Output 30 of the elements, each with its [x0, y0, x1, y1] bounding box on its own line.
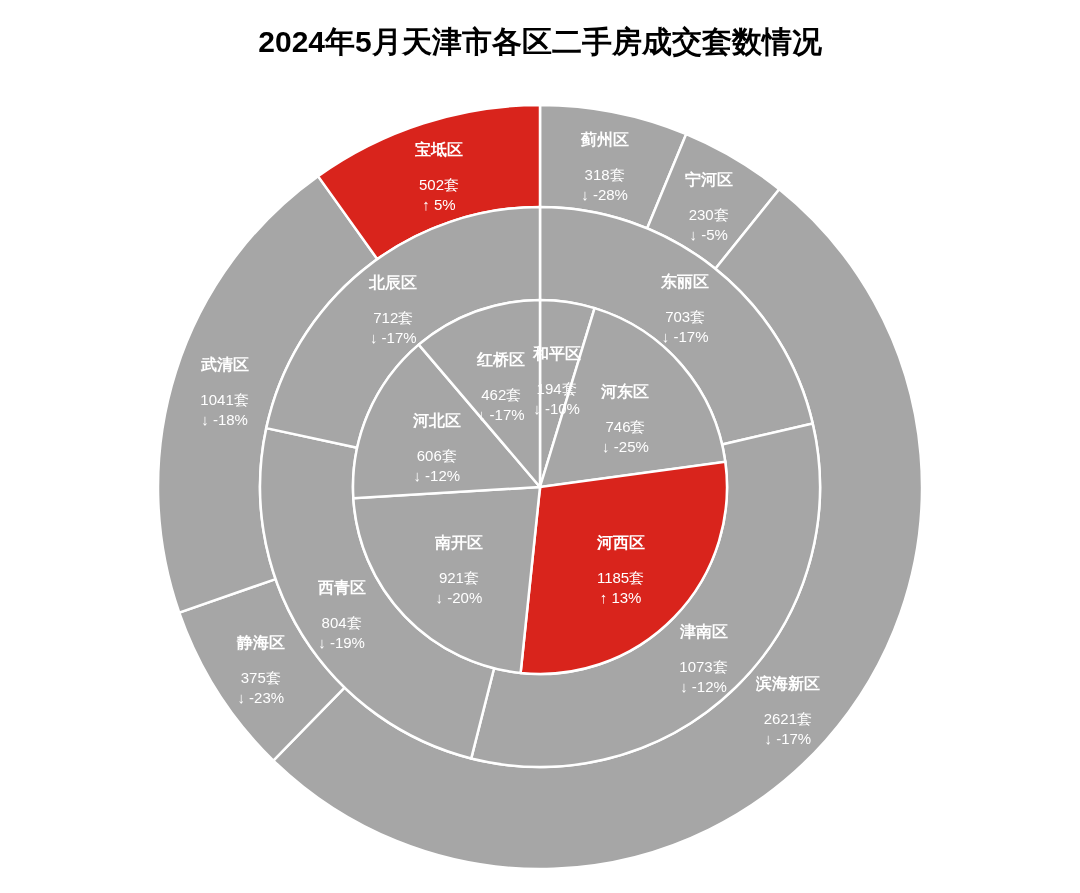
slice-label: 河东区 [600, 383, 650, 401]
slice-label: 津南区 [678, 622, 728, 640]
data-label: 502套 ↑ 5% [419, 175, 460, 213]
slice-label: 宁河区 [684, 170, 733, 189]
slice-label: 武清区 [199, 355, 249, 373]
data-label: 804套 ↓ -19% [318, 614, 365, 652]
slice-label: 河西区 [595, 534, 645, 552]
data-label: 1185套 ↑ 13% [596, 569, 645, 607]
slice-label: 宝坻区 [415, 139, 464, 158]
chart-title: 2024年5月天津市各区二手房成交套数情况 [258, 25, 823, 58]
slice-label: 北辰区 [368, 274, 418, 292]
data-label: 230套 ↓ -5% [688, 206, 729, 244]
data-label: 703套 ↓ -17% [661, 308, 709, 346]
data-label: 712套 ↓ -17% [369, 309, 417, 347]
data-label: 1073套 ↓ -12% [679, 657, 728, 695]
data-label: 2621套 ↓ -17% [763, 710, 812, 748]
slice-label: 东丽区 [660, 273, 710, 291]
slice-label: 红桥区 [476, 350, 526, 368]
slice-label: 河北区 [411, 412, 461, 430]
data-label: 375套 ↓ -23% [237, 668, 285, 706]
slice-label: 静海区 [235, 633, 285, 651]
slice-label: 西青区 [316, 579, 366, 597]
data-label: 921套 ↓ -20% [435, 568, 483, 606]
data-label: 1041套 ↓ -18% [200, 390, 249, 428]
data-label: 746套 ↓ -25% [602, 418, 649, 456]
slice-label: 蓟州区 [579, 131, 629, 149]
data-label: 606套 ↓ -12% [413, 447, 461, 485]
slice-label: 滨海新区 [754, 675, 820, 693]
slice-label: 南开区 [433, 533, 483, 551]
data-label: 318套 ↓ -28% [581, 166, 628, 204]
